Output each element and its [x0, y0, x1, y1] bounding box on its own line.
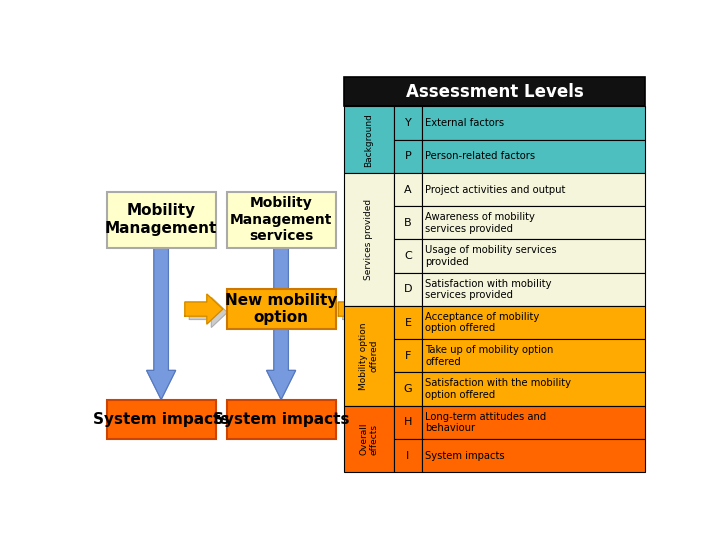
- Bar: [422, 273, 645, 306]
- Text: F: F: [405, 351, 411, 361]
- Text: Usage of mobility services
provided: Usage of mobility services provided: [425, 245, 557, 267]
- Polygon shape: [343, 298, 375, 327]
- Text: D: D: [404, 285, 412, 294]
- Text: External factors: External factors: [425, 118, 504, 128]
- Bar: [422, 106, 645, 140]
- Polygon shape: [338, 294, 371, 324]
- Bar: [107, 400, 215, 439]
- Text: Mobility
Management: Mobility Management: [105, 204, 217, 236]
- Polygon shape: [147, 248, 176, 400]
- Text: System impacts: System impacts: [213, 412, 349, 427]
- Text: Long-term attitudes and
behaviour: Long-term attitudes and behaviour: [425, 411, 546, 433]
- Bar: [394, 439, 422, 472]
- Text: Take up of mobility option
offered: Take up of mobility option offered: [425, 345, 554, 367]
- Bar: [422, 339, 645, 373]
- Bar: [422, 140, 645, 173]
- Bar: [394, 373, 422, 406]
- Text: I: I: [406, 451, 410, 461]
- Text: Services provided: Services provided: [364, 199, 373, 280]
- Bar: [107, 192, 215, 248]
- Text: New mobility
option: New mobility option: [225, 293, 337, 325]
- Bar: [394, 406, 422, 439]
- Bar: [422, 239, 645, 273]
- Bar: [422, 373, 645, 406]
- Text: B: B: [404, 218, 412, 228]
- Bar: [422, 206, 645, 239]
- Text: H: H: [404, 417, 412, 427]
- Bar: [422, 406, 645, 439]
- Bar: [394, 106, 422, 140]
- Bar: [394, 273, 422, 306]
- Bar: [394, 206, 422, 239]
- Bar: [344, 77, 645, 106]
- Text: Background: Background: [364, 113, 373, 166]
- Text: Mobility option
offered: Mobility option offered: [359, 322, 379, 390]
- Text: P: P: [405, 151, 411, 161]
- Polygon shape: [189, 298, 228, 327]
- Bar: [394, 239, 422, 273]
- Polygon shape: [266, 248, 296, 400]
- Text: Awareness of mobility
services provided: Awareness of mobility services provided: [425, 212, 535, 234]
- Bar: [394, 306, 422, 339]
- Text: Overall
effects: Overall effects: [359, 423, 379, 455]
- Bar: [227, 400, 336, 439]
- Text: Assessment Levels: Assessment Levels: [405, 83, 583, 101]
- Text: Satisfaction with the mobility
option offered: Satisfaction with the mobility option of…: [425, 379, 571, 400]
- Text: Y: Y: [405, 118, 411, 128]
- Bar: [344, 406, 394, 472]
- Bar: [422, 439, 645, 472]
- Text: System impacts: System impacts: [425, 451, 505, 461]
- Bar: [227, 289, 336, 329]
- Polygon shape: [185, 294, 222, 324]
- Text: A: A: [404, 185, 412, 194]
- Text: Mobility
Management
services: Mobility Management services: [230, 197, 333, 243]
- Bar: [422, 173, 645, 206]
- Text: Project activities and output: Project activities and output: [425, 185, 565, 194]
- Bar: [227, 192, 336, 248]
- Text: Satisfaction with mobility
services provided: Satisfaction with mobility services prov…: [425, 279, 552, 300]
- Text: Person-related factors: Person-related factors: [425, 151, 535, 161]
- Text: C: C: [404, 251, 412, 261]
- Text: System impacts: System impacts: [93, 412, 230, 427]
- Text: G: G: [404, 384, 413, 394]
- Bar: [394, 140, 422, 173]
- Text: Acceptance of mobility
option offered: Acceptance of mobility option offered: [425, 312, 539, 333]
- Bar: [344, 106, 394, 173]
- Bar: [394, 173, 422, 206]
- Bar: [394, 339, 422, 373]
- Bar: [344, 306, 394, 406]
- Text: E: E: [405, 318, 411, 328]
- Bar: [344, 173, 394, 306]
- Bar: [422, 306, 645, 339]
